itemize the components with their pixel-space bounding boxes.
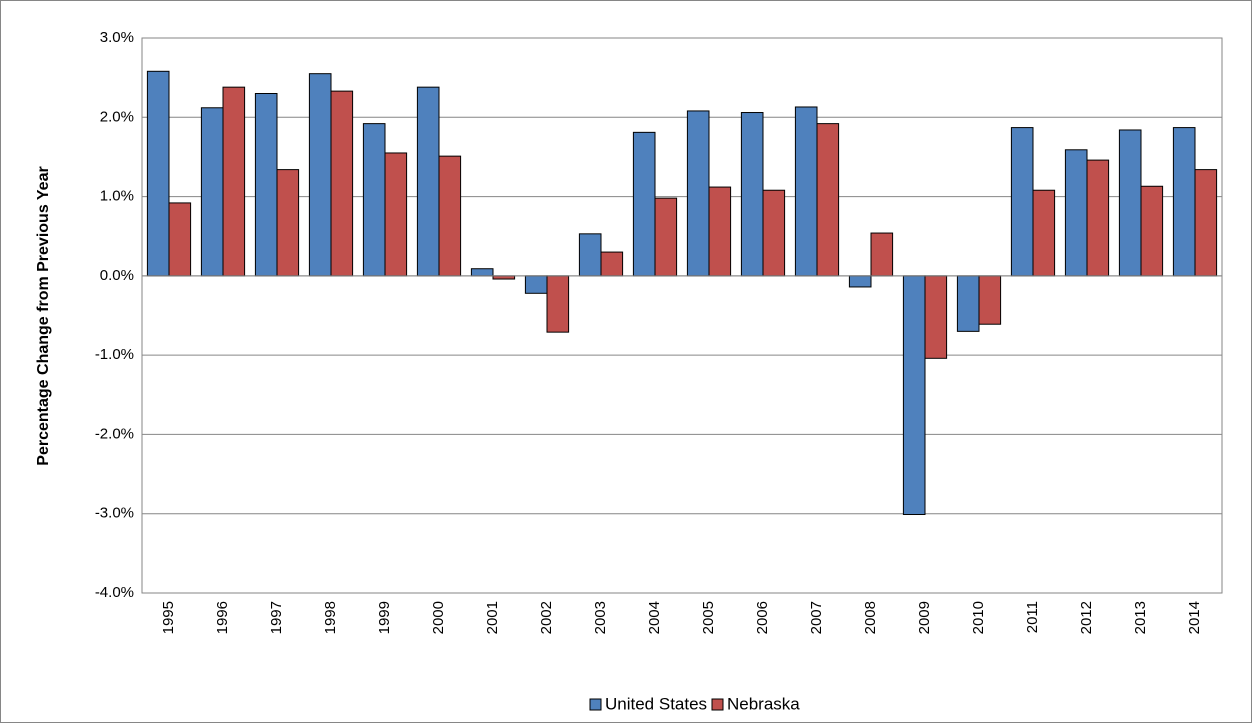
x-tick-label: 2007: [808, 601, 825, 634]
x-tick-label: 1997: [268, 601, 285, 634]
x-tick-label: 1998: [322, 601, 339, 634]
bar: [470, 268, 494, 277]
bar: [308, 73, 332, 277]
bar: [816, 123, 840, 277]
bar: [416, 86, 440, 277]
bar: [762, 189, 786, 277]
bar: [708, 186, 732, 277]
legend-label: Nebraska: [727, 694, 800, 713]
y-tick-label: 2.0%: [100, 108, 134, 125]
bar: [1118, 129, 1142, 277]
bar: [330, 90, 354, 277]
bar: [1032, 189, 1056, 277]
legend-swatch: [589, 698, 602, 711]
x-tick-label: 2012: [1078, 601, 1095, 634]
x-tick-label: 2000: [430, 601, 447, 634]
x-tick-label: 1996: [214, 601, 231, 634]
y-axis-label: Percentage Change from Previous Year: [35, 166, 52, 465]
bar: [254, 93, 278, 277]
legend-swatch: [711, 698, 724, 711]
legend-label: United States: [605, 694, 707, 713]
x-tick-label: 2009: [916, 601, 933, 634]
bar: [848, 275, 872, 288]
x-tick-label: 2001: [484, 601, 501, 634]
bar: [924, 275, 948, 359]
bar: [1194, 169, 1218, 277]
bar: [384, 152, 408, 277]
bar: [1140, 185, 1164, 277]
y-tick-label: 3.0%: [100, 29, 134, 46]
bar: [578, 233, 602, 277]
bar: [546, 275, 570, 333]
bar: [978, 275, 1002, 325]
x-tick-label: 2005: [700, 601, 717, 634]
bar: [600, 251, 624, 277]
bar: [1010, 127, 1034, 277]
x-tick-label: 2014: [1186, 601, 1203, 634]
bar: [1064, 149, 1088, 277]
bar: [146, 70, 170, 277]
x-tick-label: 1995: [160, 601, 177, 634]
bar: [902, 275, 926, 516]
bar: [200, 107, 224, 277]
bar: [1086, 159, 1110, 277]
bar: [168, 202, 192, 277]
y-tick-label: -1.0%: [95, 346, 134, 363]
bar: [276, 169, 300, 277]
x-tick-label: 1999: [376, 601, 393, 634]
y-tick-label: 0.0%: [100, 267, 134, 284]
x-tick-label: 2004: [646, 601, 663, 634]
bar: [362, 123, 386, 277]
y-tick-label: -2.0%: [95, 425, 134, 442]
x-tick-label: 2006: [754, 601, 771, 634]
bar: [222, 86, 246, 277]
bar: [956, 275, 980, 332]
y-tick-label: -4.0%: [95, 584, 134, 601]
bar: [794, 106, 818, 277]
bar: [524, 275, 548, 294]
bar: [632, 131, 656, 277]
bar: [870, 232, 894, 277]
x-tick-label: 2003: [592, 601, 609, 634]
bar: [686, 110, 710, 277]
x-tick-label: 2002: [538, 601, 555, 634]
plot-border: [141, 37, 1223, 594]
bar: [1172, 127, 1196, 277]
bar: [438, 155, 462, 277]
y-tick-label: -3.0%: [95, 505, 134, 522]
x-tick-label: 2011: [1024, 601, 1041, 633]
bar: [654, 197, 678, 277]
y-tick-label: 1.0%: [100, 188, 134, 205]
bar: [740, 112, 764, 277]
x-tick-label: 2008: [862, 601, 879, 634]
x-tick-label: 2013: [1132, 601, 1149, 634]
x-tick-label: 2010: [970, 601, 987, 634]
